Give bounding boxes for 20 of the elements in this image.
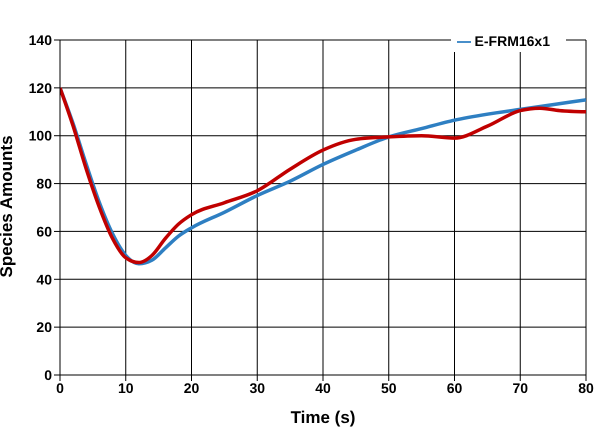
- y-axis-title: Species Amounts: [0, 135, 16, 278]
- x-axis-title: Time (s): [290, 408, 356, 427]
- y-tick-label: 140: [28, 32, 52, 48]
- x-tick-label: 30: [249, 380, 266, 396]
- x-tick-label: 80: [578, 380, 594, 396]
- x-tick-label: 70: [512, 380, 528, 396]
- y-tick-label: 80: [36, 176, 52, 192]
- y-tick-label: 120: [28, 80, 52, 96]
- x-tick-label: 50: [380, 380, 397, 396]
- x-tick-label: 60: [446, 380, 462, 396]
- y-tick-label: 40: [36, 271, 52, 288]
- y-tick-label: 0: [44, 366, 52, 383]
- x-tick-label: 40: [315, 380, 331, 396]
- y-tick-label: 60: [36, 223, 52, 240]
- x-tick-label: 0: [56, 380, 64, 396]
- y-tick-label: 20: [36, 319, 52, 336]
- x-tick-label: 20: [184, 380, 200, 396]
- x-tick-label: 10: [118, 380, 134, 396]
- y-tick-label: 100: [28, 128, 52, 144]
- legend-label: E-FRM16x1: [474, 33, 550, 49]
